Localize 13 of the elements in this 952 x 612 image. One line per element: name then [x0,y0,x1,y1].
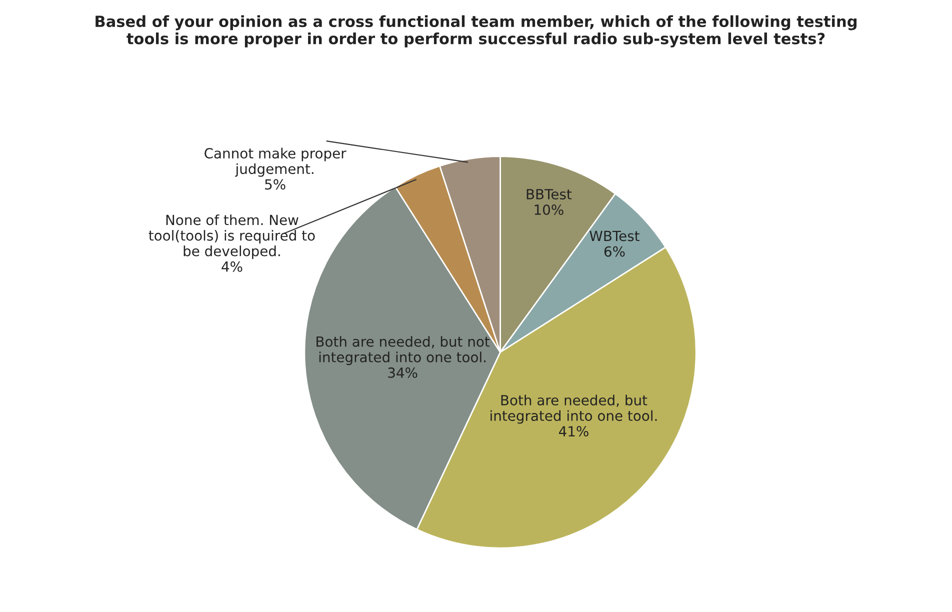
data-label: 4% [222,261,242,272]
slice-label: Both are needed, but integrated into one tool. [490,394,657,424]
data-label: 34% [388,367,418,378]
data-label: 6% [604,246,625,257]
data-label: 5% [265,179,286,190]
slice-label: None of them. New tool(tools) is required to be developed. [148,214,315,259]
slice-label: Both are needed, but not integrated into one tool. [316,336,490,366]
slice-label: WBTest [590,230,640,242]
data-label: 41% [558,426,588,437]
slice-label: BBTest [526,189,572,200]
data-label: 10% [534,204,564,216]
slice-label: Cannot make proper judgement. [204,148,346,177]
chart-title: Based of your opinion as a cross functional team member, which of the following testing tools is more proper in order to perform successful radio sub-system level tests? [96,15,857,48]
